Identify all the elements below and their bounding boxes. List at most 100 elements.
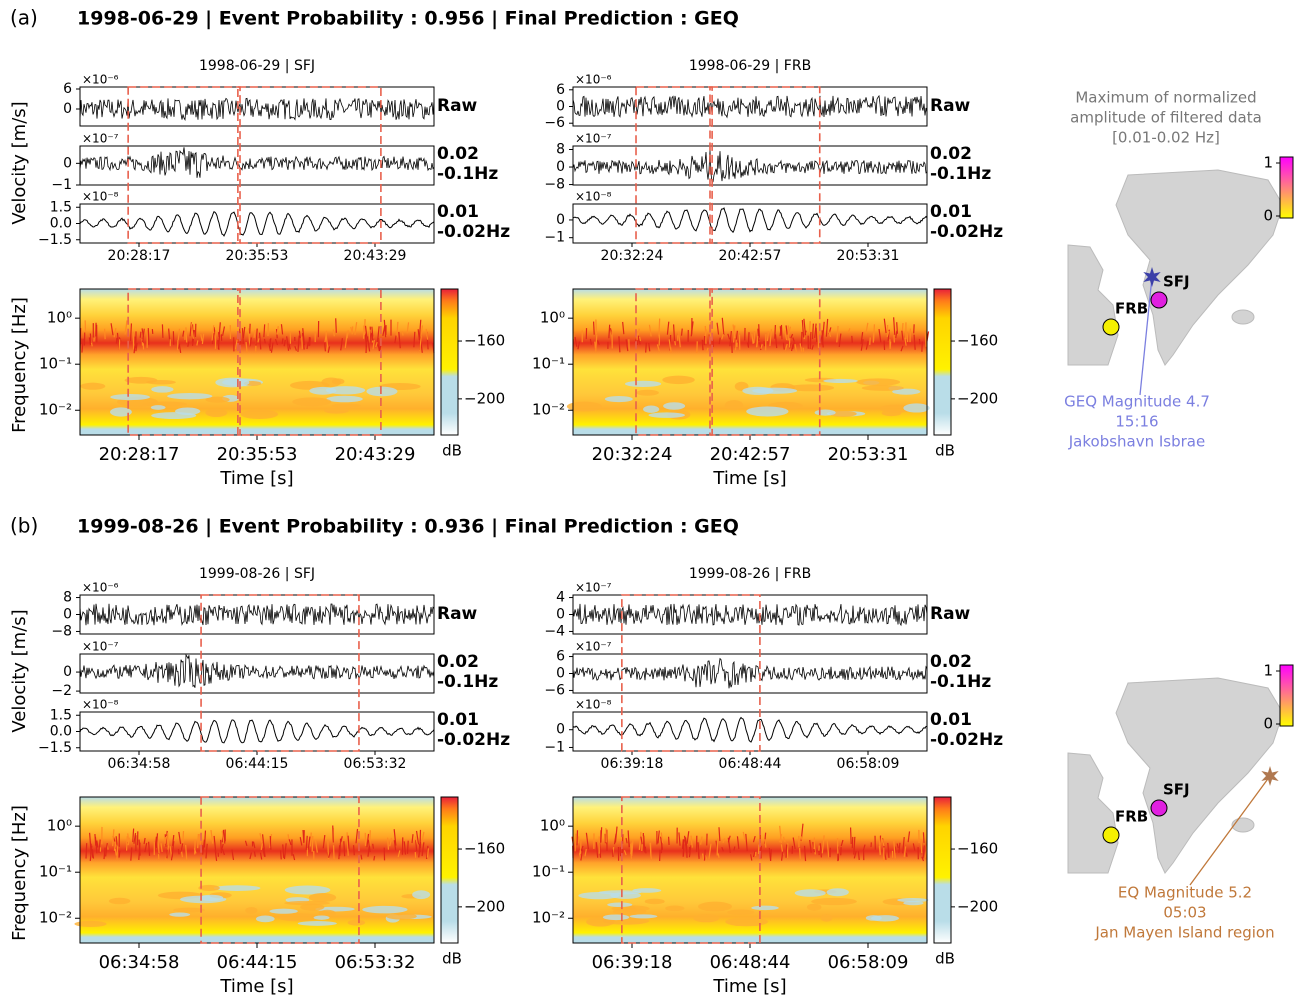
event-annotation: 05:03: [1163, 904, 1206, 922]
colorbar-label: dB: [935, 442, 955, 460]
trace-label: Raw: [930, 96, 971, 116]
y-tick-label: 0: [63, 664, 72, 680]
spectrogram-texture: [300, 904, 324, 911]
velocity-axis-label: Velocity [m/s]: [9, 101, 30, 224]
spectrogram-texture: [594, 322, 595, 335]
x-tick-label: 06:53:32: [344, 756, 407, 772]
exponent: ×10⁻⁶: [575, 73, 612, 87]
spectrogram-texture: [807, 904, 822, 911]
panel-label: (a): [10, 6, 38, 30]
colorbar-label: dB: [935, 950, 955, 968]
spectrogram-texture: [648, 412, 685, 417]
map-colorbar: [1280, 157, 1293, 218]
spectrogram-texture: [823, 379, 858, 383]
trace-label: -0.02Hz: [437, 222, 510, 242]
spectrogram-texture: [269, 909, 297, 914]
station-label: SFJ: [1163, 273, 1190, 291]
colorbar-tick-label: −160: [957, 840, 998, 858]
waveform: [80, 655, 434, 688]
spectrogram-texture: [811, 898, 857, 905]
trace-label: -0.1Hz: [437, 164, 498, 184]
y-tick-label: 0: [556, 159, 565, 175]
spectrogram-texture: [309, 387, 336, 395]
colorbar-tick-label: −200: [957, 897, 998, 915]
y-tick-label: 0: [556, 722, 565, 738]
x-tick-label: 20:35:53: [217, 444, 298, 465]
spectrogram-texture: [764, 341, 765, 346]
spectrogram-texture: [140, 332, 141, 338]
x-tick-label: 06:53:32: [335, 952, 416, 973]
y-tick-label: 4: [556, 590, 565, 606]
spectrogram-texture: [919, 339, 920, 344]
spectrogram-texture: [675, 341, 676, 345]
spectrogram-texture: [109, 898, 131, 905]
spectrogram-texture: [727, 910, 754, 915]
station-title: 1998-06-29 | FRB: [689, 58, 811, 74]
y-tick-label: 10⁻¹: [532, 355, 565, 373]
spectrogram-texture: [366, 387, 397, 397]
spectrogram-texture: [151, 405, 166, 410]
spectrogram-texture: [312, 836, 313, 852]
spectrogram-texture: [332, 403, 361, 407]
spectrogram-texture: [183, 831, 184, 845]
y-tick-label: 0: [556, 666, 565, 682]
x-tick-label: 06:39:18: [601, 756, 664, 772]
spectrogram-texture: [332, 378, 345, 384]
trace-label: -0.02Hz: [437, 730, 510, 750]
y-tick-label: 10⁻¹: [39, 863, 72, 881]
spectrogram-texture: [362, 906, 407, 913]
waveform: [573, 208, 927, 232]
spectrogram-texture: [412, 890, 430, 899]
y-tick-label: 10⁰: [540, 309, 565, 327]
spectrogram-texture: [771, 849, 772, 860]
spectrogram-texture: [748, 332, 749, 346]
frequency-axis-label: Frequency [Hz]: [9, 805, 30, 941]
y-tick-label: −1: [544, 230, 565, 246]
spectrogram-texture: [254, 851, 255, 856]
spectrogram-texture: [178, 849, 179, 854]
trace-label: Raw: [437, 96, 478, 116]
y-tick-label: −1.5: [38, 740, 72, 756]
spectrogram-texture: [607, 903, 632, 907]
panel-label: (b): [10, 514, 38, 538]
y-tick-label: 0: [556, 99, 565, 115]
spectrogram-texture: [629, 842, 630, 847]
x-tick-label: 20:28:17: [99, 444, 180, 465]
spectrogram-texture: [856, 378, 900, 386]
x-tick-label: 06:44:15: [226, 756, 289, 772]
spectrogram-texture: [169, 913, 190, 917]
colorbar: [441, 797, 458, 943]
spectrogram-texture: [662, 376, 695, 384]
spectrogram-texture: [613, 908, 647, 915]
spectrogram-texture: [282, 338, 283, 343]
trace-frame: [573, 204, 927, 243]
trace-label: Raw: [930, 604, 971, 624]
spectrogram-texture: [198, 834, 199, 848]
spectrogram-texture: [578, 892, 619, 899]
spectrogram-texture: [925, 331, 926, 347]
spectrogram-texture: [636, 390, 659, 396]
spectrogram-texture: [336, 318, 337, 333]
spectrogram-texture: [595, 342, 596, 349]
spectrogram-texture: [326, 396, 362, 403]
y-tick-label: −6: [544, 115, 565, 131]
spectrogram-texture: [879, 846, 880, 855]
spectrogram-texture: [110, 394, 150, 400]
spectrogram-texture: [361, 855, 362, 860]
spectrogram-texture: [167, 393, 212, 399]
spectrogram-texture: [339, 839, 340, 843]
spectrogram-texture: [874, 324, 875, 340]
map-title: Maximum of normalized: [1075, 89, 1256, 107]
spectrogram-texture: [815, 409, 836, 415]
spectrogram-texture: [725, 917, 768, 926]
x-tick-label: 06:44:15: [217, 952, 298, 973]
y-tick-label: 10⁰: [47, 309, 72, 327]
spectrogram-texture: [800, 848, 801, 859]
spectrogram-texture: [786, 844, 787, 857]
colorbar-tick-label: −160: [464, 332, 505, 350]
x-tick-label: 20:35:53: [226, 248, 289, 264]
exponent: ×10⁻⁷: [575, 132, 612, 146]
spectrogram-texture: [645, 847, 646, 854]
spectrogram-texture: [386, 913, 417, 919]
